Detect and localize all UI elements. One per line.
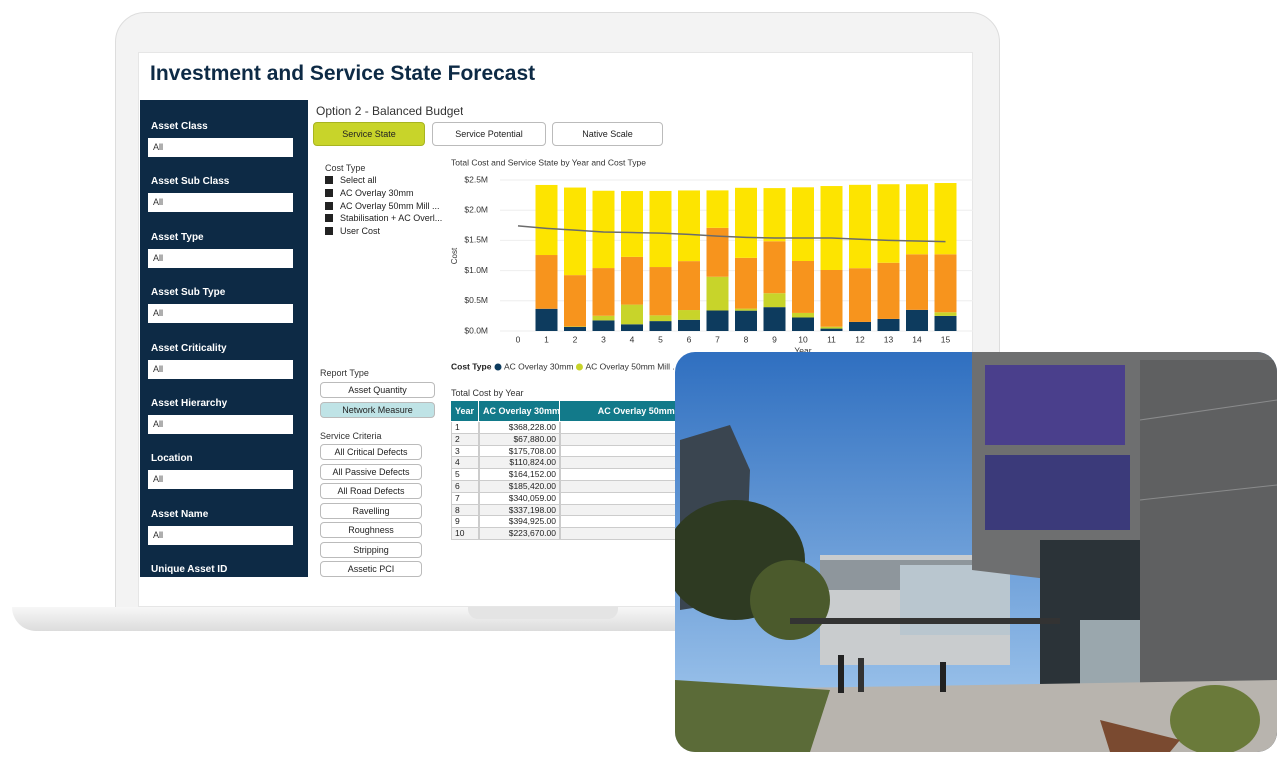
filter-dropdown: All <box>148 304 293 324</box>
table-cell: 9 <box>451 516 479 529</box>
section-title: Report Type <box>320 368 369 378</box>
criteria-button[interactable]: Ravelling <box>320 502 422 519</box>
table-cell: 1 <box>451 422 479 434</box>
table-cell: 8 <box>451 504 479 517</box>
table-header: AC Overlay 30mm <box>479 401 560 421</box>
view-button[interactable]: Native Scale <box>552 122 663 146</box>
table-cell: $368,228.00 <box>479 422 560 434</box>
table-cell: $164,152.00 <box>479 469 560 481</box>
table-title: Total Cost by Year <box>451 388 524 398</box>
slicer-item: Select all <box>340 175 377 185</box>
criteria-button[interactable]: Roughness <box>320 522 422 538</box>
slicer-item: AC Overlay 50mm Mill ... <box>340 200 440 211</box>
filter-dropdown: All <box>148 138 293 157</box>
table-cell: $67,880.00 <box>479 433 560 446</box>
table-cell: 3 <box>451 445 479 458</box>
checkbox <box>325 227 333 236</box>
table-cell: 4 <box>451 457 479 470</box>
filter-label: Asset Criticality <box>151 342 227 354</box>
filter-label: Asset Name <box>151 508 209 520</box>
criteria-button[interactable]: All Road Defects <box>320 483 422 499</box>
table-cell: $110,824.00 <box>479 457 560 470</box>
table-cell: $175,708.00 <box>479 445 560 458</box>
filter-label: Asset Hierarchy <box>151 398 228 409</box>
table-cell: 5 <box>451 469 479 481</box>
filter-label: Asset Sub Type <box>151 287 226 299</box>
report-button[interactable]: Asset Quantity <box>320 382 435 398</box>
checkbox <box>325 176 333 184</box>
criteria-button[interactable]: Assetic PCI <box>320 561 422 577</box>
view-button[interactable]: Service Potential <box>432 122 546 146</box>
filter-dropdown: All <box>148 248 293 268</box>
table-cell: 6 <box>451 481 479 493</box>
filter-label: Asset Type <box>151 231 204 243</box>
criteria-button[interactable]: Stripping <box>320 541 422 558</box>
filter-label: Location <box>151 453 193 465</box>
filter-label: Unique Asset ID <box>151 564 228 576</box>
table-cell: $185,420.00 <box>479 481 560 493</box>
filter-dropdown: All <box>148 193 293 213</box>
subtitle: Option 2 - Balanced Budget <box>316 104 464 118</box>
filter-label: Asset Class <box>151 121 208 132</box>
section-title: Service Criteria <box>320 431 382 441</box>
table-cell: 7 <box>451 492 479 505</box>
slicer-item: AC Overlay 30mm <box>340 187 414 198</box>
filter-dropdown: All <box>148 525 293 545</box>
table-cell: $340,059.00 <box>479 492 560 505</box>
laptop-notch <box>468 607 618 619</box>
filter-dropdown: All <box>148 415 293 434</box>
checkbox <box>325 188 333 197</box>
criteria-button[interactable]: All Critical Defects <box>320 444 422 460</box>
table-cell: $223,670.00 <box>479 528 560 540</box>
table-cell: $394,925.00 <box>479 516 560 529</box>
slicer-item: User Cost <box>340 226 381 237</box>
checkbox <box>325 201 333 210</box>
table-header: Year <box>451 401 479 421</box>
sidebar <box>140 100 308 577</box>
filter-label: Asset Sub Class <box>151 176 230 188</box>
page-title: Investment and Service State Forecast <box>150 62 536 85</box>
filter-dropdown: All <box>148 359 293 379</box>
table-cell: 10 <box>451 528 479 540</box>
slicer-item: Stabilisation + AC Overl... <box>340 213 443 224</box>
table-cell: 2 <box>451 433 479 446</box>
report-button[interactable]: Network Measure <box>320 401 435 418</box>
table-cell: $337,198.00 <box>479 504 560 517</box>
filter-dropdown: All <box>148 470 293 490</box>
view-button[interactable]: Service State <box>313 122 425 146</box>
slicer-title: Cost Type <box>325 163 366 173</box>
criteria-button[interactable]: All Passive Defects <box>320 463 422 480</box>
checkbox <box>325 214 333 223</box>
